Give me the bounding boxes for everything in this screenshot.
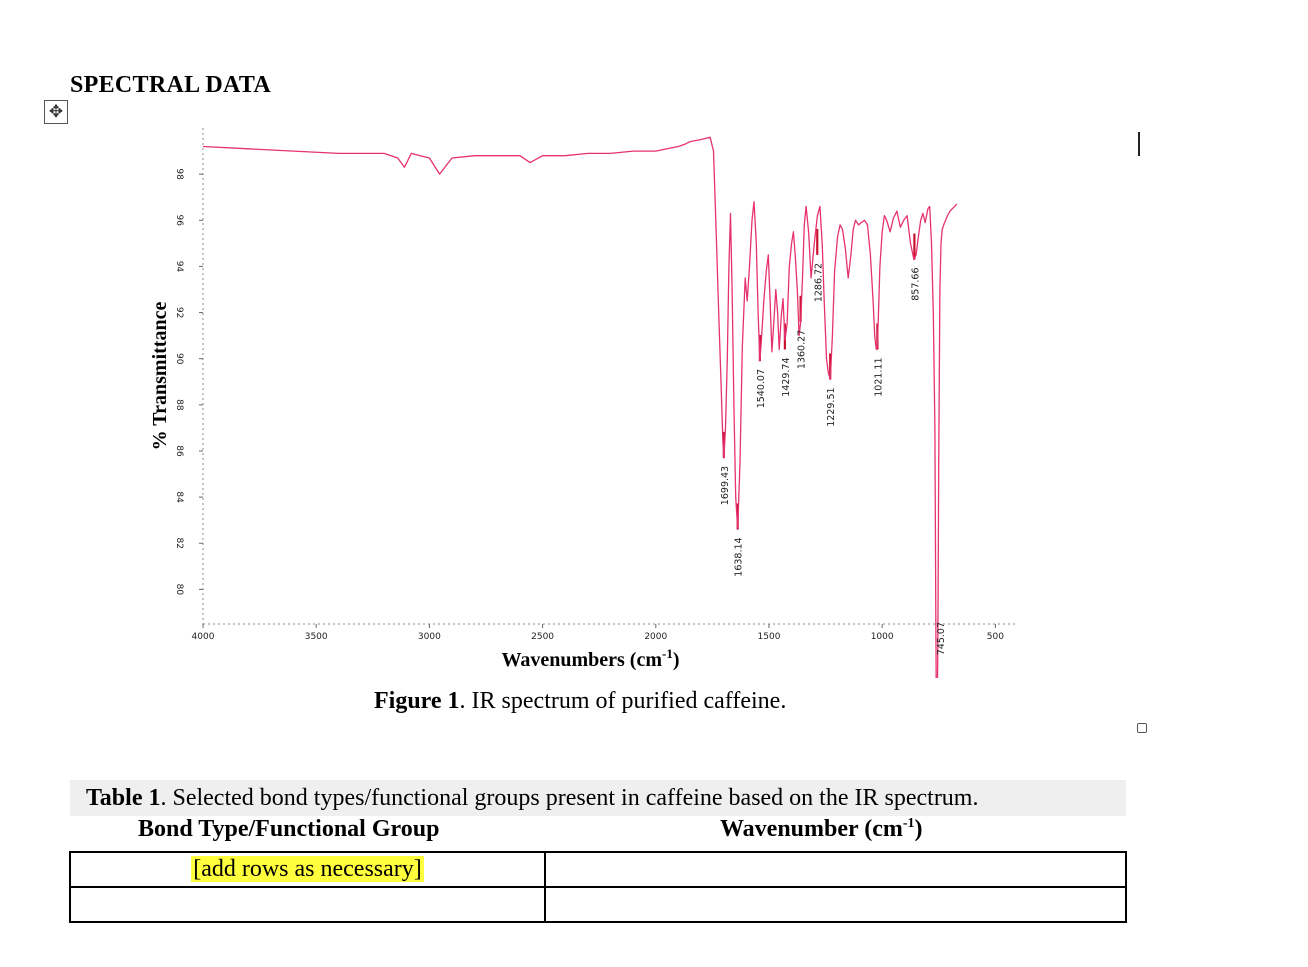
y-tick-label: 96 — [174, 215, 184, 227]
table-row — [69, 886, 1127, 923]
peak-label: 1360.27 — [797, 330, 808, 369]
y-tick-label: 84 — [174, 491, 184, 503]
table-caption: Table 1. Selected bond types/functional … — [70, 780, 1126, 816]
table-caption-text: . Selected bond types/functional groups … — [160, 785, 979, 811]
column-header-wavenumber: Wavenumber (cm-1) — [720, 816, 923, 843]
column-header-wavenumber-label: Wavenumber (cm — [720, 816, 903, 842]
y-tick-label: 86 — [174, 445, 184, 457]
table-row: [add rows as necessary] — [69, 851, 1127, 888]
peak-label: 1429.74 — [781, 357, 792, 396]
spectrum-line — [202, 136, 958, 678]
x-tick-label: 3500 — [305, 632, 328, 642]
table-move-handle-icon[interactable]: ✥ — [44, 100, 68, 124]
figure-caption-text: . IR spectrum of purified caffeine. — [459, 688, 787, 714]
table-caption-label: Table 1 — [86, 785, 161, 811]
figure-caption-label: Figure 1 — [374, 688, 460, 714]
y-tick-label: 80 — [174, 584, 184, 596]
data-table: [add rows as necessary] — [69, 851, 1127, 923]
y-tick-label: 92 — [174, 307, 184, 318]
peak-label: 1540.07 — [756, 369, 767, 408]
placeholder-text[interactable]: [add rows as necessary] — [191, 856, 424, 882]
x-axis-title: Wavenumbers (cm-1) — [501, 646, 679, 671]
y-axis-title: % Transmittance — [149, 302, 171, 451]
peak-label: 745.07 — [936, 622, 947, 655]
column-header-bond-type: Bond Type/Functional Group — [138, 816, 440, 842]
x-tick-label: 2000 — [644, 632, 667, 642]
peak-label: 1286.72 — [813, 263, 824, 302]
figure-caption: Figure 1. IR spectrum of purified caffei… — [374, 688, 786, 715]
x-tick-label: 3000 — [418, 632, 441, 642]
y-tick-label: 82 — [174, 538, 184, 549]
peak-label: 1638.14 — [734, 537, 745, 576]
column-header-wavenumber-suffix: ) — [914, 816, 923, 842]
x-tick-label: 4000 — [192, 632, 215, 642]
x-tick-label: 1500 — [758, 632, 781, 642]
resize-handle-icon[interactable] — [1137, 723, 1147, 733]
text-cursor — [1138, 132, 1140, 156]
table-cell[interactable]: [add rows as necessary] — [69, 851, 546, 888]
y-tick-label: 88 — [174, 399, 184, 411]
table-cell[interactable] — [69, 886, 546, 923]
y-tick-label: 98 — [174, 168, 184, 180]
section-heading: SPECTRAL DATA — [70, 72, 272, 98]
peak-label: 1699.43 — [720, 466, 731, 505]
x-tick-label: 1000 — [871, 632, 894, 642]
peak-label: 1021.11 — [873, 357, 884, 396]
table-cell[interactable] — [544, 886, 1127, 923]
ir-spectrum-chart: 80 82 84 86 88 90 92 94 96 98 4000 3500 3000 2500 2000… — [149, 128, 1018, 678]
x-tick-label: 2500 — [531, 632, 554, 642]
peak-label: 857.66 — [910, 267, 921, 300]
y-tick-label: 94 — [174, 261, 184, 273]
x-tick-label: 500 — [987, 632, 1004, 642]
y-tick-label: 90 — [174, 353, 184, 365]
table-cell[interactable] — [544, 851, 1127, 888]
column-header-wavenumber-sup: -1 — [902, 816, 915, 831]
peak-label: 1229.51 — [826, 387, 837, 426]
